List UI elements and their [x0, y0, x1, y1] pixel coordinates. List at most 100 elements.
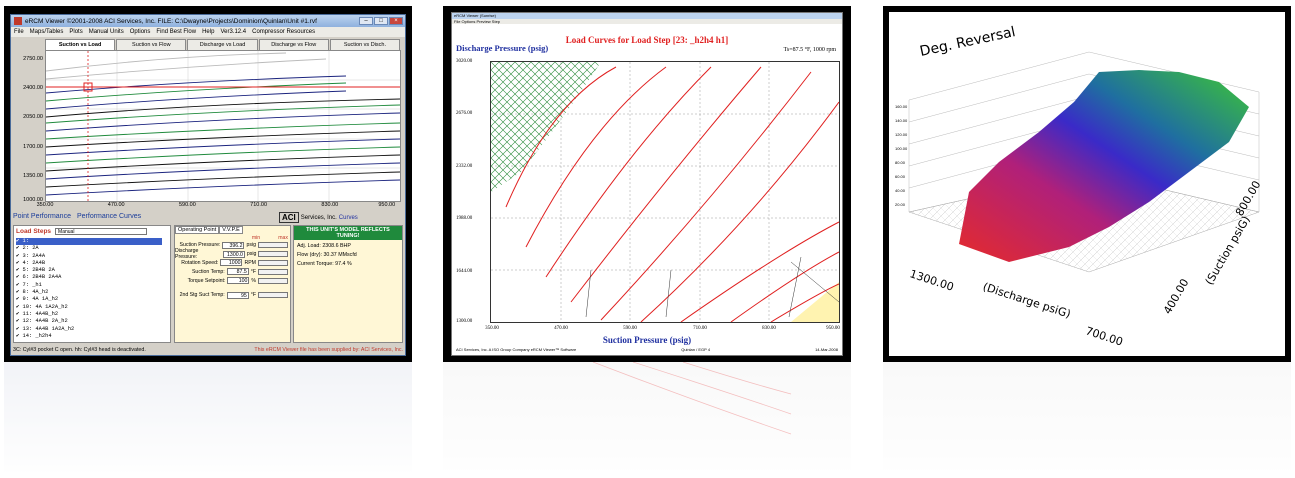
- list-item[interactable]: ✔ 9: 4A 1A_h2: [16, 296, 59, 303]
- discharge-pressure-field[interactable]: 1300.0: [223, 250, 245, 258]
- menu-options[interactable]: Options: [129, 29, 151, 35]
- list-item[interactable]: ✔ 2: 2A: [16, 245, 39, 252]
- y-tick: 1700.00: [23, 144, 43, 150]
- max-label: max: [278, 234, 288, 241]
- surface-plot-window: Deg. Reversal 1300.00 (Discharge psiG) 7…: [889, 12, 1285, 356]
- z-tick: 140.00: [895, 118, 908, 123]
- y-tick: 1300.00: [456, 319, 473, 324]
- second-stage-temp-slider[interactable]: [258, 292, 288, 299]
- curve-family: [45, 52, 401, 196]
- load-steps-list[interactable]: ✔ 1: ✔ 2: 2A ✔ 3: 2A4A ✔ 4: 2A4B ✔ 5: 2B…: [16, 238, 162, 342]
- tab-point-performance[interactable]: Point Performance: [13, 213, 71, 220]
- discharge-pressure-slider[interactable]: [258, 251, 288, 258]
- menu-manual-units[interactable]: Manual Units: [88, 29, 124, 35]
- second-stage-temp-field[interactable]: 95: [226, 291, 249, 299]
- plot-tabs: Suction vs Load Suction vs Flow Discharg…: [45, 39, 401, 50]
- list-item[interactable]: ✔ 10: 4A 1A2A_h2: [16, 303, 68, 310]
- load-mode-select[interactable]: Manual: [55, 227, 148, 235]
- footer-right: 14-Mar-2008: [815, 347, 838, 352]
- list-item[interactable]: ✔ 1:: [16, 238, 162, 246]
- hatched-region: [491, 62, 601, 192]
- suction-temp-slider[interactable]: [258, 268, 288, 275]
- x-axis-label: Suction Pressure (psig): [602, 335, 692, 345]
- load-curve: [600, 71, 812, 321]
- z-tick: 40.00: [895, 188, 906, 193]
- list-item[interactable]: ✔ 13: 4A4B 1A2A_h2: [16, 325, 75, 332]
- surface-plot-panel: Deg. Reversal 1300.00 (Discharge psiG) 7…: [883, 6, 1291, 362]
- list-item[interactable]: ✔ 5: 2B4B 2A: [16, 267, 55, 274]
- footer: ACI Services, Inc. A ISO Group Company e…: [456, 347, 838, 352]
- load-curve: [680, 221, 840, 323]
- curve-grey: [45, 52, 287, 72]
- load-curve: [770, 283, 840, 323]
- list-item[interactable]: ✔ 14: _h2h4: [16, 332, 52, 339]
- torque-setpoint-field[interactable]: 100: [227, 277, 250, 285]
- rotation-speed-field[interactable]: 1000: [220, 259, 243, 267]
- list-item[interactable]: ✔ 6: 2B4B 2A4A: [16, 274, 62, 281]
- list-item[interactable]: ✔ 3: 2A4A: [16, 252, 46, 259]
- curve-green: [45, 122, 401, 140]
- results-panel: THIS UNIT'S MODEL REFLECTS TUNING! Adj. …: [293, 225, 403, 343]
- load-curves-plot[interactable]: [45, 50, 401, 202]
- shaded-region: [791, 282, 839, 322]
- menu-find-best-flow[interactable]: Find Best Flow: [156, 29, 197, 35]
- suction-pressure-field[interactable]: 396.2: [222, 241, 245, 249]
- surface-plot-svg: [908, 51, 1260, 273]
- list-item[interactable]: ✔ 12: 4A4B 2A_h2: [16, 318, 68, 325]
- tab-operating-point[interactable]: Operating Point: [175, 226, 220, 234]
- tab-performance-curves[interactable]: Performance Curves: [76, 213, 142, 220]
- menu-maps-tables[interactable]: Maps/Tables: [29, 29, 64, 35]
- load-curves-plot[interactable]: [490, 61, 840, 323]
- load-curves-window: eRCM Viewer (Sunrise) File Options Previ…: [451, 12, 843, 356]
- load-curve: [525, 66, 667, 248]
- min-label: min: [251, 234, 261, 241]
- footer-left: ACI Services, Inc. A ISO Group Company e…: [456, 347, 577, 352]
- curve-black: [45, 154, 401, 172]
- reflection-middle: [443, 362, 851, 474]
- reflection-mirror: [883, 362, 1291, 474]
- tab-discharge-vs-load[interactable]: Discharge vs Load: [187, 39, 258, 50]
- curve-navy: [45, 90, 347, 110]
- tab-discharge-vs-flow[interactable]: Discharge vs Flow: [258, 39, 329, 50]
- torque-setpoint-slider[interactable]: [258, 277, 288, 284]
- list-item[interactable]: ✔ 7: _h1: [16, 281, 42, 288]
- load-curve: [505, 66, 617, 208]
- curve-green: [45, 146, 401, 164]
- condition-note: Ts=87.5 °F, 1000 rpm: [783, 47, 836, 53]
- tab-suction-vs-load[interactable]: Suction vs Load: [45, 39, 116, 50]
- x-tick: 590.00: [623, 326, 637, 331]
- rotation-speed-slider[interactable]: [258, 259, 288, 266]
- window-title: eRCM Viewer (Sunrise): [452, 13, 842, 19]
- tab-suction-vs-flow[interactable]: Suction vs Flow: [116, 39, 187, 50]
- list-item[interactable]: ✔ 11: 4A4B_h2: [16, 310, 59, 317]
- load-curves-window-panel: eRCM Viewer (Sunrise) File Options Previ…: [443, 6, 851, 362]
- chart-title: Load Curves for Load Step [23: _h2h4 h1]: [565, 35, 729, 45]
- suction-pressure-slider[interactable]: [258, 242, 288, 249]
- minimize-button[interactable]: –: [359, 17, 373, 25]
- menu-compressor-resources[interactable]: Compressor Resources: [252, 29, 316, 35]
- close-button[interactable]: ×: [389, 17, 403, 25]
- tab-suction-vs-disch[interactable]: Suction vs Disch.: [329, 39, 401, 50]
- annotation-leaders: [585, 256, 840, 318]
- operating-point-marker: [83, 82, 93, 92]
- menu-file[interactable]: File: [14, 29, 24, 35]
- curve-navy: [45, 138, 401, 156]
- tab-vvpe[interactable]: V.V.P.E: [219, 226, 243, 234]
- aci-logo: ACI: [279, 212, 299, 223]
- maximize-button[interactable]: □: [374, 17, 388, 25]
- reflection-left: [4, 362, 412, 474]
- curves-label: Curves: [338, 214, 358, 221]
- z-tick: 120.00: [895, 132, 908, 137]
- footer-mid: Quinlan / EGP 4: [681, 347, 711, 352]
- reflection-mirror: [443, 362, 851, 474]
- y-axis-label: Discharge Pressure (psig): [456, 43, 549, 53]
- list-item[interactable]: ✔ 8: 4A_h2: [16, 289, 49, 296]
- menu-plots[interactable]: Plots: [69, 29, 83, 35]
- y-axis-ticks: 2750.00 2400.00 2050.00 1700.00 1350.00 …: [13, 50, 43, 203]
- aci-logo-area: ACI Services, Inc. Curves: [279, 212, 358, 223]
- curve-grey: [45, 58, 327, 80]
- suction-temp-field[interactable]: 87.5: [226, 268, 249, 276]
- z-tick: 100.00: [895, 146, 908, 151]
- list-item[interactable]: ✔ 4: 2A4B: [16, 259, 46, 266]
- menu-help[interactable]: Help: [202, 29, 215, 35]
